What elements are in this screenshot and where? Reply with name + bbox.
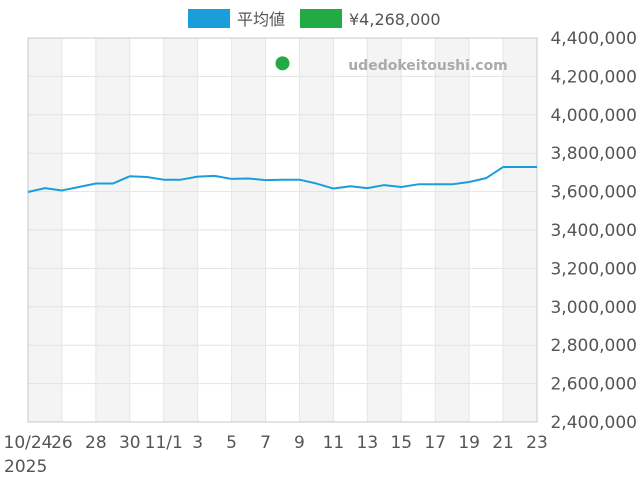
series-point-price (275, 56, 290, 71)
series-point-average (535, 165, 540, 170)
series-point-average (178, 177, 183, 182)
watermark: udedokeitoushi.com (348, 58, 508, 74)
x-tick-label: 30 (119, 433, 141, 453)
series-point-average (518, 165, 523, 170)
y-tick-label: 4,200,000 (550, 67, 637, 87)
series-point-average (314, 181, 319, 186)
x-tick-label: 13 (357, 433, 379, 453)
y-tick-label: 3,800,000 (550, 144, 637, 164)
series-point-average (76, 184, 81, 189)
legend-label-price: ¥4,268,000 (349, 10, 441, 29)
series-point-average (416, 182, 421, 187)
series-point-average (348, 184, 353, 189)
y-tick-label: 2,800,000 (550, 336, 637, 356)
x-tick-label: 9 (294, 433, 305, 453)
legend-item-price[interactable]: ¥4,268,000 (300, 9, 441, 29)
x-tick-label: 17 (424, 433, 446, 453)
y-tick-label: 3,400,000 (550, 221, 637, 241)
x-tick-label: 10/24 (4, 433, 53, 453)
series-point-average (229, 176, 234, 181)
x-tick-label: 23 (526, 433, 548, 453)
x-tick-label: 11/1 (145, 433, 183, 453)
x-tick-label: 26 (51, 433, 73, 453)
series-point-average (26, 189, 31, 194)
x-tick-label: 7 (260, 433, 271, 453)
series-point-average (467, 180, 472, 185)
legend-swatch-price (300, 9, 342, 28)
y-tick-label: 2,400,000 (550, 413, 637, 433)
series-point-average (433, 182, 438, 187)
x-tick-label: 11 (323, 433, 345, 453)
x-tick-label: 28 (85, 433, 107, 453)
x-tick-label: 5 (226, 433, 237, 453)
y-tick-label: 4,000,000 (550, 106, 637, 126)
plot-frame (27, 37, 538, 423)
y-tick-label: 2,600,000 (550, 375, 637, 395)
series-point-average (161, 177, 166, 182)
series-point-average (59, 188, 64, 193)
series-point-average (399, 184, 404, 189)
series-point-average (93, 181, 98, 186)
series-point-average (246, 176, 251, 181)
series-point-average (127, 174, 132, 179)
legend: 平均値 ¥4,268,000 (188, 9, 441, 29)
series-point-average (144, 175, 149, 180)
series-point-average (280, 177, 285, 182)
legend-swatch-average (188, 9, 230, 28)
series-point-average (263, 178, 268, 183)
series-point-average (365, 186, 370, 191)
series-point-average (450, 182, 455, 187)
y-tick-label: 4,400,000 (550, 29, 637, 49)
legend-item-average[interactable]: 平均値 (188, 9, 285, 29)
series-line-average (27, 166, 537, 193)
series-point-average (297, 177, 302, 182)
series-point-average (382, 183, 387, 188)
legend-label-average: 平均値 (237, 10, 285, 29)
y-axis-tick-labels: 2,400,000 2,600,000 2,800,000 3,000,000 3,20… (550, 29, 637, 433)
x-tick-label: 19 (458, 433, 480, 453)
series-point-average (42, 186, 47, 191)
series-point-average (110, 181, 115, 186)
x-tick-label: 3 (192, 433, 203, 453)
x-axis-year-label: 2025 (4, 457, 47, 477)
x-tick-label: 15 (390, 433, 412, 453)
y-tick-label: 3,600,000 (550, 183, 637, 203)
y-tick-label: 3,000,000 (550, 298, 637, 318)
x-tick-label: 21 (492, 433, 514, 453)
series-point-average (212, 173, 217, 178)
series-layer (26, 56, 540, 194)
series-point-average (484, 176, 489, 181)
series-point-average (195, 174, 200, 179)
y-tick-label: 3,200,000 (550, 259, 637, 279)
series-point-average (501, 165, 506, 170)
series-point-average (331, 186, 336, 191)
